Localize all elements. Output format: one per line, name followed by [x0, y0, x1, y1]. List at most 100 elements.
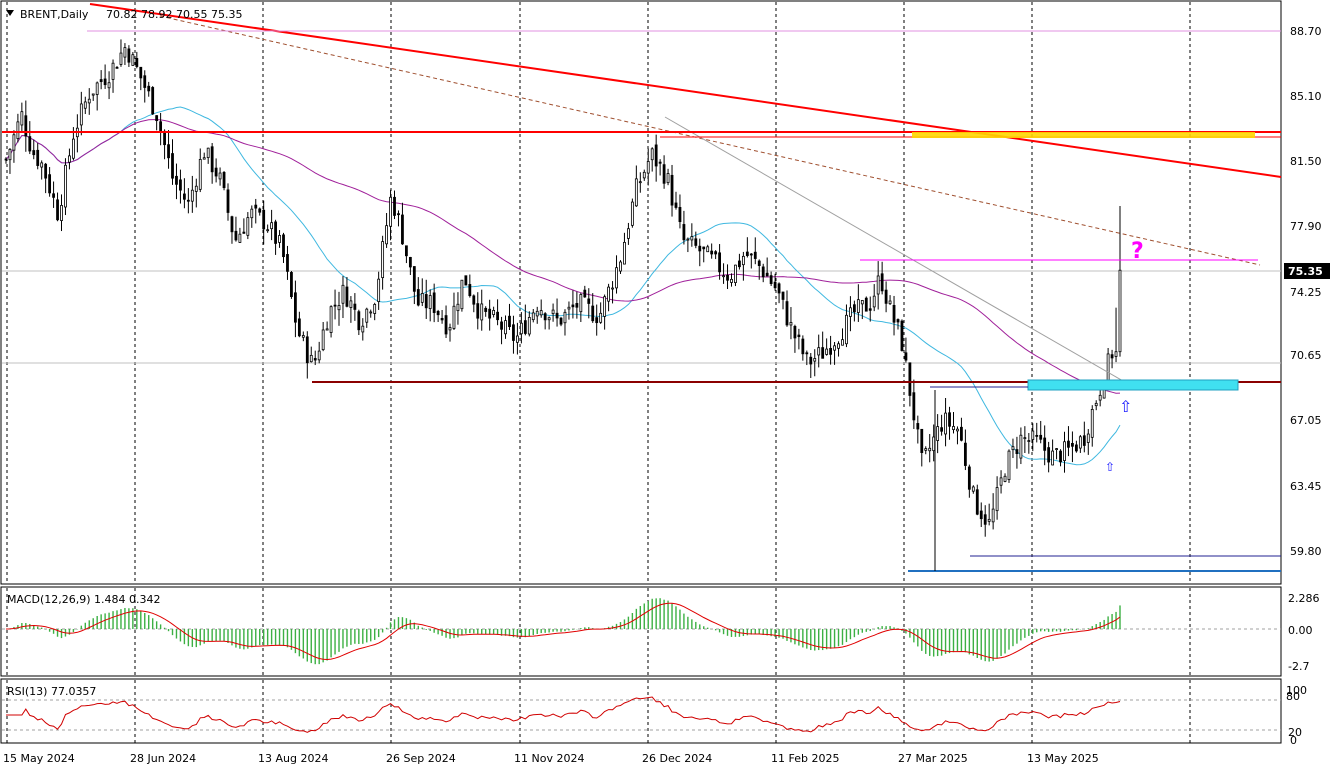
candle-body [745, 251, 749, 256]
candle-body [405, 245, 408, 257]
candle-body [662, 164, 666, 184]
candle-body [262, 209, 266, 230]
candle-body [294, 292, 297, 323]
macd-title: MACD(12,26,9) 1.484 0.342 [7, 593, 161, 606]
candle-body [678, 207, 682, 223]
drawing-objects[interactable] [2, 3, 1282, 572]
rsi-panel [2, 696, 1281, 733]
candle-body [539, 310, 543, 316]
candle-body [860, 300, 864, 305]
candle-body [190, 189, 194, 202]
candle-body [809, 356, 813, 365]
price-tick: 70.65 [1290, 349, 1322, 362]
arrow-up-icon[interactable]: ⇧ [1119, 397, 1132, 416]
candle-body [321, 329, 325, 351]
candle-body [963, 442, 967, 466]
candle-body [198, 159, 202, 190]
annotations[interactable]: ? ⇧ ⇧ [1105, 239, 1144, 474]
triangle-down-icon[interactable] [6, 10, 14, 16]
candle-body [365, 308, 369, 323]
candle-body [615, 267, 618, 289]
price-axis[interactable]: 88.70 85.10 81.50 77.90 74.25 70.65 67.0… [1284, 25, 1330, 558]
candle-body [904, 352, 908, 361]
candle-body [147, 85, 151, 92]
candle-body [670, 174, 674, 206]
arrow-up-icon[interactable]: ⇧ [1105, 460, 1115, 474]
candle-body [385, 225, 388, 245]
candle-body [460, 279, 464, 310]
candle-body [1098, 394, 1102, 401]
candle-body [975, 489, 979, 515]
rsi-tick: 20 [1288, 726, 1302, 739]
candle-body [1110, 354, 1114, 359]
candle-body [36, 149, 40, 166]
candle-body [599, 312, 603, 323]
candle-body [587, 298, 591, 304]
current-price-badge [1284, 263, 1330, 279]
candle-body [527, 317, 531, 335]
candle-body [353, 303, 357, 310]
candle-body [892, 304, 896, 323]
time-axis[interactable]: 15 May 2024 28 Jun 2024 13 Aug 2024 26 S… [3, 752, 1099, 765]
candle-body [884, 289, 888, 304]
candle-body [967, 466, 971, 490]
candle-body [944, 412, 947, 435]
candle-body [246, 217, 250, 236]
candle-body [222, 172, 226, 189]
candle-body [1031, 430, 1035, 440]
candle-body [214, 167, 218, 177]
rsi-plot-frame [0, 678, 1282, 744]
candle-body [702, 246, 706, 250]
candle-body [841, 339, 844, 346]
candle-body [1011, 446, 1015, 451]
candle-body [24, 115, 28, 137]
time-label: 26 Dec 2024 [642, 752, 712, 765]
rsi-line [6, 696, 1121, 733]
candle-body [666, 173, 670, 184]
candle-body [492, 309, 496, 315]
candle-body [373, 304, 377, 314]
candle-body [317, 350, 321, 361]
candle-body [876, 275, 880, 295]
candle-body [722, 275, 725, 278]
candle-body [345, 286, 349, 307]
candle-body [1015, 449, 1019, 454]
candle-body [769, 275, 773, 284]
main-plot-frame [0, 0, 1282, 585]
candle-body [880, 273, 884, 292]
candle-body [690, 236, 694, 241]
candle-body [424, 294, 428, 309]
macd-plot-frame [0, 586, 1282, 677]
candle-body [1082, 435, 1086, 446]
candle-body [710, 250, 714, 255]
price-tick: 81.50 [1290, 155, 1322, 168]
candle-body [123, 47, 127, 58]
candle-body [912, 392, 916, 421]
question-mark-annotation[interactable]: ? [1131, 239, 1144, 264]
time-label: 13 May 2025 [1027, 752, 1099, 765]
candle-body [397, 213, 400, 216]
price-tick: 59.80 [1290, 545, 1322, 558]
rsi-labels: RSI(13) 77.0357 100 80 20 0 [7, 684, 1307, 747]
candle-body [781, 291, 785, 300]
candle-body [749, 253, 753, 256]
candle-body [519, 322, 523, 335]
candle-body [369, 311, 373, 314]
candle-body [452, 305, 456, 329]
candle-body [28, 136, 32, 152]
candle-body [361, 325, 365, 333]
candle-body [991, 508, 995, 523]
candle-body [119, 52, 123, 65]
candle-body [777, 283, 781, 294]
candle-body [472, 295, 476, 305]
candle-body [186, 199, 190, 202]
candle-body [301, 335, 305, 338]
candle-body [182, 193, 186, 200]
candle-body [718, 252, 721, 273]
trendline-descending [89, 3, 1282, 178]
chart-header[interactable]: BRENT,Daily 70.82 78.92 70.55 75.35 [6, 8, 242, 21]
candle-body [226, 189, 230, 213]
candle-body [658, 161, 662, 164]
candle-body [163, 130, 166, 146]
